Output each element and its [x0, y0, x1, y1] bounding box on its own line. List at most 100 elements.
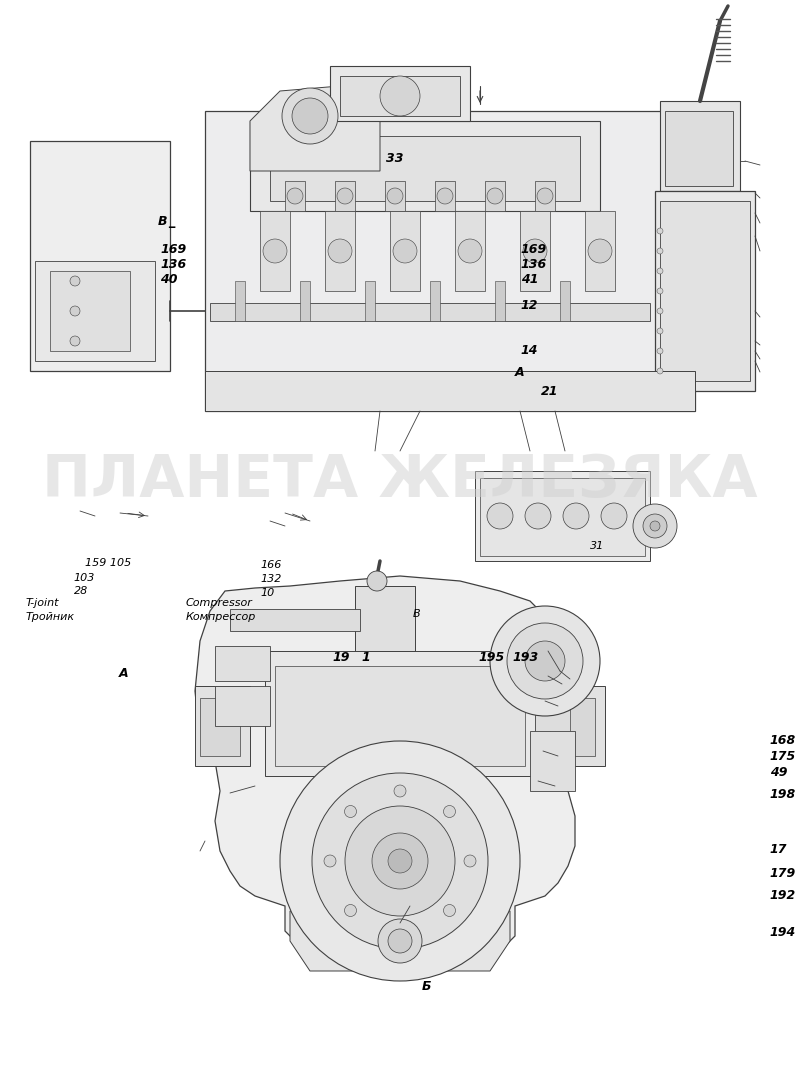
Text: 175: 175: [770, 750, 796, 763]
Bar: [230, 609, 360, 631]
Text: T-joint: T-joint: [26, 598, 59, 608]
Text: 28: 28: [74, 586, 88, 597]
Bar: [535, 676, 570, 731]
Bar: [665, 111, 733, 186]
Circle shape: [525, 503, 551, 529]
Circle shape: [657, 328, 663, 334]
Circle shape: [324, 855, 336, 868]
Circle shape: [393, 239, 417, 263]
Bar: [520, 211, 550, 291]
Bar: [335, 181, 355, 211]
Circle shape: [282, 88, 338, 144]
Circle shape: [563, 503, 589, 529]
Circle shape: [657, 368, 663, 374]
Circle shape: [312, 773, 488, 949]
Text: ПЛАНЕТА ЖЕЛЕЗЯКА: ПЛАНЕТА ЖЕЛЕЗЯКА: [42, 453, 758, 510]
Text: 14: 14: [520, 344, 538, 357]
Circle shape: [443, 905, 455, 917]
Circle shape: [70, 336, 80, 346]
Circle shape: [367, 571, 387, 591]
Text: 169: 169: [521, 243, 547, 256]
Text: 41: 41: [521, 273, 538, 286]
Bar: [660, 101, 740, 191]
Bar: [200, 698, 240, 756]
Text: 193: 193: [513, 651, 539, 664]
Circle shape: [657, 348, 663, 355]
Circle shape: [388, 849, 412, 873]
Circle shape: [490, 606, 600, 716]
Text: 198: 198: [770, 788, 796, 801]
Text: 12: 12: [521, 299, 538, 312]
Text: 19: 19: [332, 651, 350, 664]
Bar: [495, 281, 505, 321]
Circle shape: [328, 239, 352, 263]
Bar: [535, 181, 555, 211]
Circle shape: [263, 239, 287, 263]
Text: А: А: [515, 366, 525, 379]
Bar: [250, 121, 600, 211]
Text: 195: 195: [478, 651, 505, 664]
Text: 166: 166: [261, 560, 282, 571]
Circle shape: [443, 805, 455, 817]
Bar: [655, 191, 755, 391]
Text: 132: 132: [261, 574, 282, 585]
Text: 31: 31: [590, 541, 605, 552]
Bar: [480, 478, 645, 556]
Circle shape: [387, 188, 403, 203]
Circle shape: [487, 503, 513, 529]
Text: 10: 10: [261, 588, 275, 599]
Text: 33: 33: [386, 152, 403, 165]
Text: 17: 17: [770, 843, 787, 856]
Bar: [550, 687, 605, 766]
Bar: [390, 211, 420, 291]
Text: В: В: [158, 215, 167, 228]
Bar: [265, 651, 535, 776]
Bar: [195, 687, 250, 766]
Bar: [435, 181, 455, 211]
Bar: [485, 181, 505, 211]
Circle shape: [657, 248, 663, 254]
Circle shape: [380, 76, 420, 116]
Polygon shape: [195, 576, 580, 963]
Circle shape: [280, 741, 520, 981]
Bar: [530, 731, 575, 791]
Circle shape: [650, 521, 660, 531]
Bar: [235, 281, 245, 321]
Text: 40: 40: [160, 273, 178, 286]
Text: 49: 49: [770, 766, 787, 779]
Text: В: В: [413, 608, 421, 619]
Circle shape: [464, 855, 476, 868]
Bar: [560, 281, 570, 321]
Text: Компрессор: Компрессор: [186, 612, 256, 622]
Text: 136: 136: [160, 258, 186, 271]
Text: 168: 168: [770, 734, 796, 746]
Bar: [215, 687, 270, 726]
Polygon shape: [290, 911, 510, 971]
Text: Тройник: Тройник: [26, 612, 74, 622]
Circle shape: [657, 288, 663, 295]
Circle shape: [337, 188, 353, 203]
Bar: [355, 586, 415, 651]
Circle shape: [292, 99, 328, 134]
Circle shape: [394, 925, 406, 937]
Bar: [585, 211, 615, 291]
Circle shape: [345, 805, 357, 817]
Bar: [365, 281, 375, 321]
Bar: [285, 181, 305, 211]
Bar: [30, 141, 170, 371]
Bar: [260, 211, 290, 291]
Circle shape: [372, 833, 428, 889]
Bar: [660, 201, 750, 381]
Circle shape: [523, 239, 547, 263]
Circle shape: [588, 239, 612, 263]
Bar: [340, 76, 460, 116]
Circle shape: [287, 188, 303, 203]
Text: 169: 169: [160, 243, 186, 256]
Circle shape: [657, 308, 663, 314]
Bar: [215, 646, 270, 681]
Text: 192: 192: [770, 889, 796, 902]
Bar: [385, 181, 405, 211]
Polygon shape: [250, 86, 380, 171]
Bar: [35, 261, 155, 361]
Text: Compressor: Compressor: [186, 598, 253, 608]
